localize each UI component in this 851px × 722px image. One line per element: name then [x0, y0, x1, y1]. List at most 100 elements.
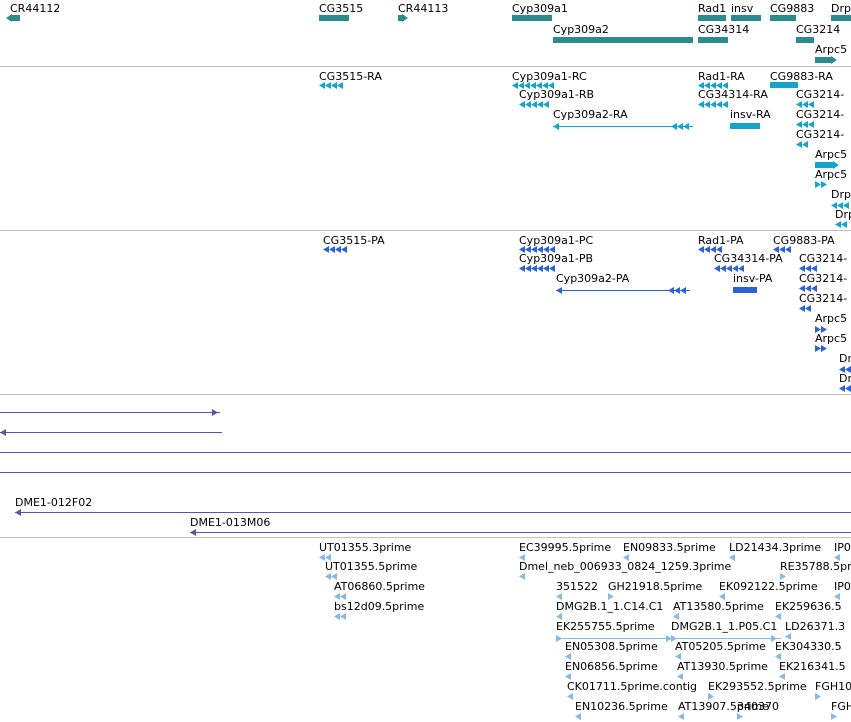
feature-glyph[interactable]	[678, 713, 688, 720]
feature-glyph[interactable]	[799, 305, 813, 312]
feature-glyph[interactable]	[834, 593, 844, 600]
feature-glyph[interactable]	[815, 345, 827, 352]
feature-glyph[interactable]	[556, 613, 566, 620]
feature-glyph[interactable]	[677, 673, 687, 680]
feature-glyph[interactable]	[831, 713, 841, 720]
feature-glyph[interactable]	[733, 287, 757, 293]
feature-glyph[interactable]	[519, 265, 555, 272]
feature-glyph[interactable]	[671, 638, 781, 639]
feature-label: AT05205.5prime	[675, 640, 766, 653]
feature-glyph[interactable]	[10, 15, 20, 21]
feature-glyph[interactable]	[334, 613, 346, 620]
feature-glyph[interactable]	[729, 554, 739, 561]
feature-glyph[interactable]	[553, 126, 693, 127]
feature-glyph[interactable]	[398, 15, 404, 21]
feature-glyph[interactable]	[0, 412, 220, 413]
feature-glyph[interactable]	[567, 693, 577, 700]
feature-glyph[interactable]	[799, 285, 819, 292]
feature-label: CG34314-RA	[698, 88, 768, 101]
feature-glyph[interactable]	[796, 101, 816, 108]
feature-label: 351522	[556, 580, 598, 593]
feature-label: FGH	[831, 700, 851, 713]
feature-label: UT01355.5prime	[325, 560, 418, 573]
feature-glyph[interactable]	[796, 121, 816, 128]
feature-glyph[interactable]	[0, 452, 851, 453]
feature-glyph[interactable]	[608, 593, 618, 600]
feature-glyph[interactable]	[779, 673, 789, 680]
feature-glyph[interactable]	[325, 573, 337, 580]
feature-glyph[interactable]	[770, 82, 798, 88]
feature-glyph[interactable]	[815, 326, 827, 333]
feature-glyph[interactable]	[698, 15, 726, 21]
feature-glyph[interactable]	[553, 37, 693, 43]
feature-glyph[interactable]	[834, 554, 844, 561]
feature-label: EN05308.5prime	[565, 640, 658, 653]
feature-glyph[interactable]	[323, 246, 347, 253]
feature-glyph[interactable]	[623, 554, 633, 561]
feature-glyph[interactable]	[839, 366, 851, 373]
feature-glyph[interactable]	[815, 181, 831, 188]
feature-glyph[interactable]	[835, 221, 851, 228]
feature-label: Dr	[839, 372, 851, 385]
feature-glyph[interactable]	[675, 653, 685, 660]
feature-glyph[interactable]	[15, 512, 851, 513]
feature-label: CG34314-PA	[714, 252, 783, 265]
feature-glyph[interactable]	[519, 554, 529, 561]
feature-glyph[interactable]	[519, 101, 553, 108]
feature-glyph[interactable]	[565, 673, 575, 680]
feature-glyph[interactable]	[815, 693, 825, 700]
feature-glyph[interactable]	[719, 593, 729, 600]
feature-glyph[interactable]	[698, 246, 724, 253]
feature-glyph[interactable]	[575, 713, 585, 720]
feature-glyph[interactable]	[319, 82, 347, 89]
feature-label: CG3214-	[799, 252, 848, 265]
feature-glyph[interactable]	[785, 633, 795, 640]
feature-glyph[interactable]	[815, 57, 833, 63]
feature-glyph[interactable]	[831, 202, 851, 209]
feature-glyph[interactable]	[708, 693, 718, 700]
feature-glyph[interactable]	[698, 101, 728, 108]
feature-glyph[interactable]	[190, 532, 851, 533]
feature-glyph[interactable]	[839, 385, 851, 392]
feature-glyph[interactable]	[775, 653, 785, 660]
strand-arrow	[831, 56, 837, 64]
feature-glyph[interactable]	[731, 15, 761, 21]
feature-glyph[interactable]	[565, 653, 575, 660]
feature-label: Cyp309a2-PA	[556, 272, 630, 285]
feature-glyph[interactable]	[730, 123, 760, 129]
feature-glyph[interactable]	[556, 638, 676, 639]
feature-glyph[interactable]	[512, 82, 554, 89]
feature-label: Cyp309a1-PC	[519, 234, 594, 247]
feature-glyph[interactable]	[737, 713, 747, 720]
feature-glyph[interactable]	[0, 432, 222, 433]
feature-glyph[interactable]	[556, 290, 690, 291]
feature-glyph[interactable]	[831, 15, 851, 21]
feature-glyph[interactable]	[673, 613, 683, 620]
feature-glyph[interactable]	[556, 593, 566, 600]
feature-glyph[interactable]	[796, 37, 814, 43]
feature-glyph[interactable]	[698, 37, 728, 43]
feature-label: AT13930.5prime	[677, 660, 768, 673]
feature-glyph[interactable]	[780, 573, 790, 580]
feature-glyph[interactable]	[334, 593, 346, 600]
feature-glyph[interactable]	[698, 82, 730, 89]
feature-glyph[interactable]	[519, 246, 555, 253]
feature-label: AT13580.5prime	[673, 600, 764, 613]
strand-arrow	[556, 635, 562, 642]
feature-label: Drp	[831, 2, 851, 15]
feature-glyph[interactable]	[519, 573, 525, 580]
feature-glyph[interactable]	[799, 265, 819, 272]
feature-glyph[interactable]	[0, 472, 851, 473]
feature-glyph[interactable]	[796, 141, 812, 148]
feature-glyph[interactable]	[775, 613, 785, 620]
feature-label: bs12d09.5prime	[334, 600, 425, 613]
feature-glyph[interactable]	[773, 246, 795, 253]
feature-glyph[interactable]	[512, 15, 552, 21]
feature-label: Cyp309a1-RB	[519, 88, 595, 101]
feature-glyph[interactable]	[319, 554, 331, 561]
feature-glyph[interactable]	[319, 15, 349, 21]
feature-glyph[interactable]	[815, 162, 835, 168]
feature-glyph[interactable]	[770, 15, 796, 21]
feature-glyph[interactable]	[714, 265, 744, 272]
